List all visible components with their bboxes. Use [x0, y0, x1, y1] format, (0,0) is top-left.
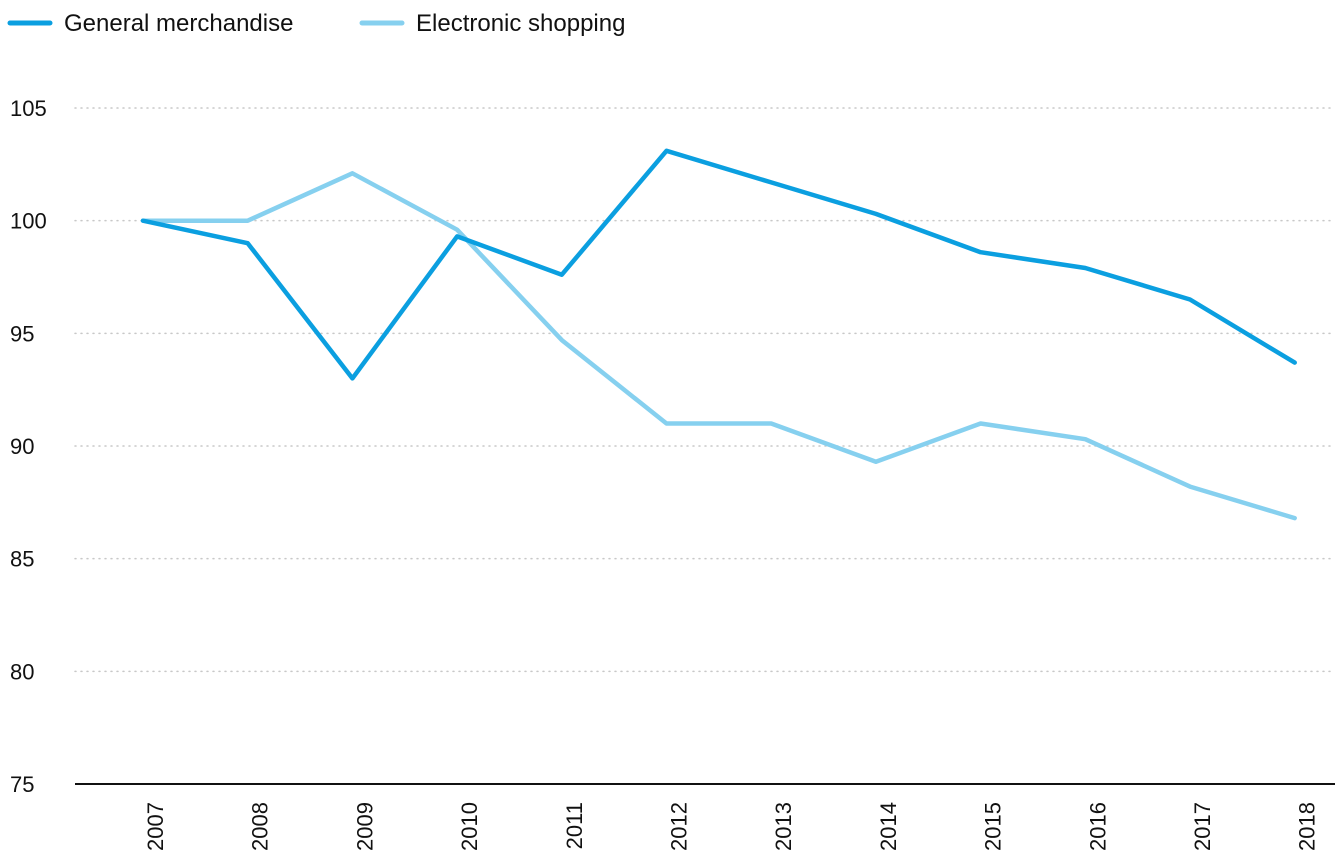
y-tick-label-95: 95 — [10, 321, 34, 346]
x-tick-label-2011: 2011 — [562, 802, 587, 849]
legend-label-0: General merchandise — [64, 10, 293, 37]
y-tick-label-90: 90 — [10, 434, 34, 459]
y-tick-label-80: 80 — [10, 659, 34, 684]
x-tick-label-2009: 2009 — [352, 802, 377, 851]
x-tick-label-2017: 2017 — [1190, 802, 1215, 851]
y-axis-ticks: 75 80 85 90 95 100 105 — [10, 96, 47, 797]
y-tick-label-85: 85 — [10, 547, 34, 572]
y-tick-label-75: 75 — [10, 772, 34, 797]
legend-label-1: Electronic shopping — [416, 10, 625, 37]
x-tick-label-2007: 2007 — [143, 802, 168, 851]
x-tick-label-2013: 2013 — [771, 802, 796, 851]
gridlines — [74, 107, 1335, 673]
x-axis-ticks: 2007 2008 2009 2010 2011 2012 2013 2014 2015 2016… — [143, 802, 1320, 851]
series-line-0 — [140, 148, 1297, 381]
y-tick-label-105: 105 — [10, 96, 47, 121]
series-line-1 — [140, 171, 1297, 521]
x-tick-label-2012: 2012 — [667, 802, 692, 851]
x-tick-label-2010: 2010 — [457, 802, 482, 851]
x-tick-label-2018: 2018 — [1295, 802, 1320, 851]
x-tick-label-2008: 2008 — [248, 802, 273, 851]
x-tick-label-2014: 2014 — [876, 802, 901, 851]
y-tick-label-100: 100 — [10, 209, 47, 234]
legend: General merchandise Electronic shopping — [7, 10, 625, 37]
x-tick-label-2015: 2015 — [981, 802, 1006, 851]
series-lines — [140, 148, 1297, 521]
x-tick-label-2016: 2016 — [1085, 802, 1110, 851]
